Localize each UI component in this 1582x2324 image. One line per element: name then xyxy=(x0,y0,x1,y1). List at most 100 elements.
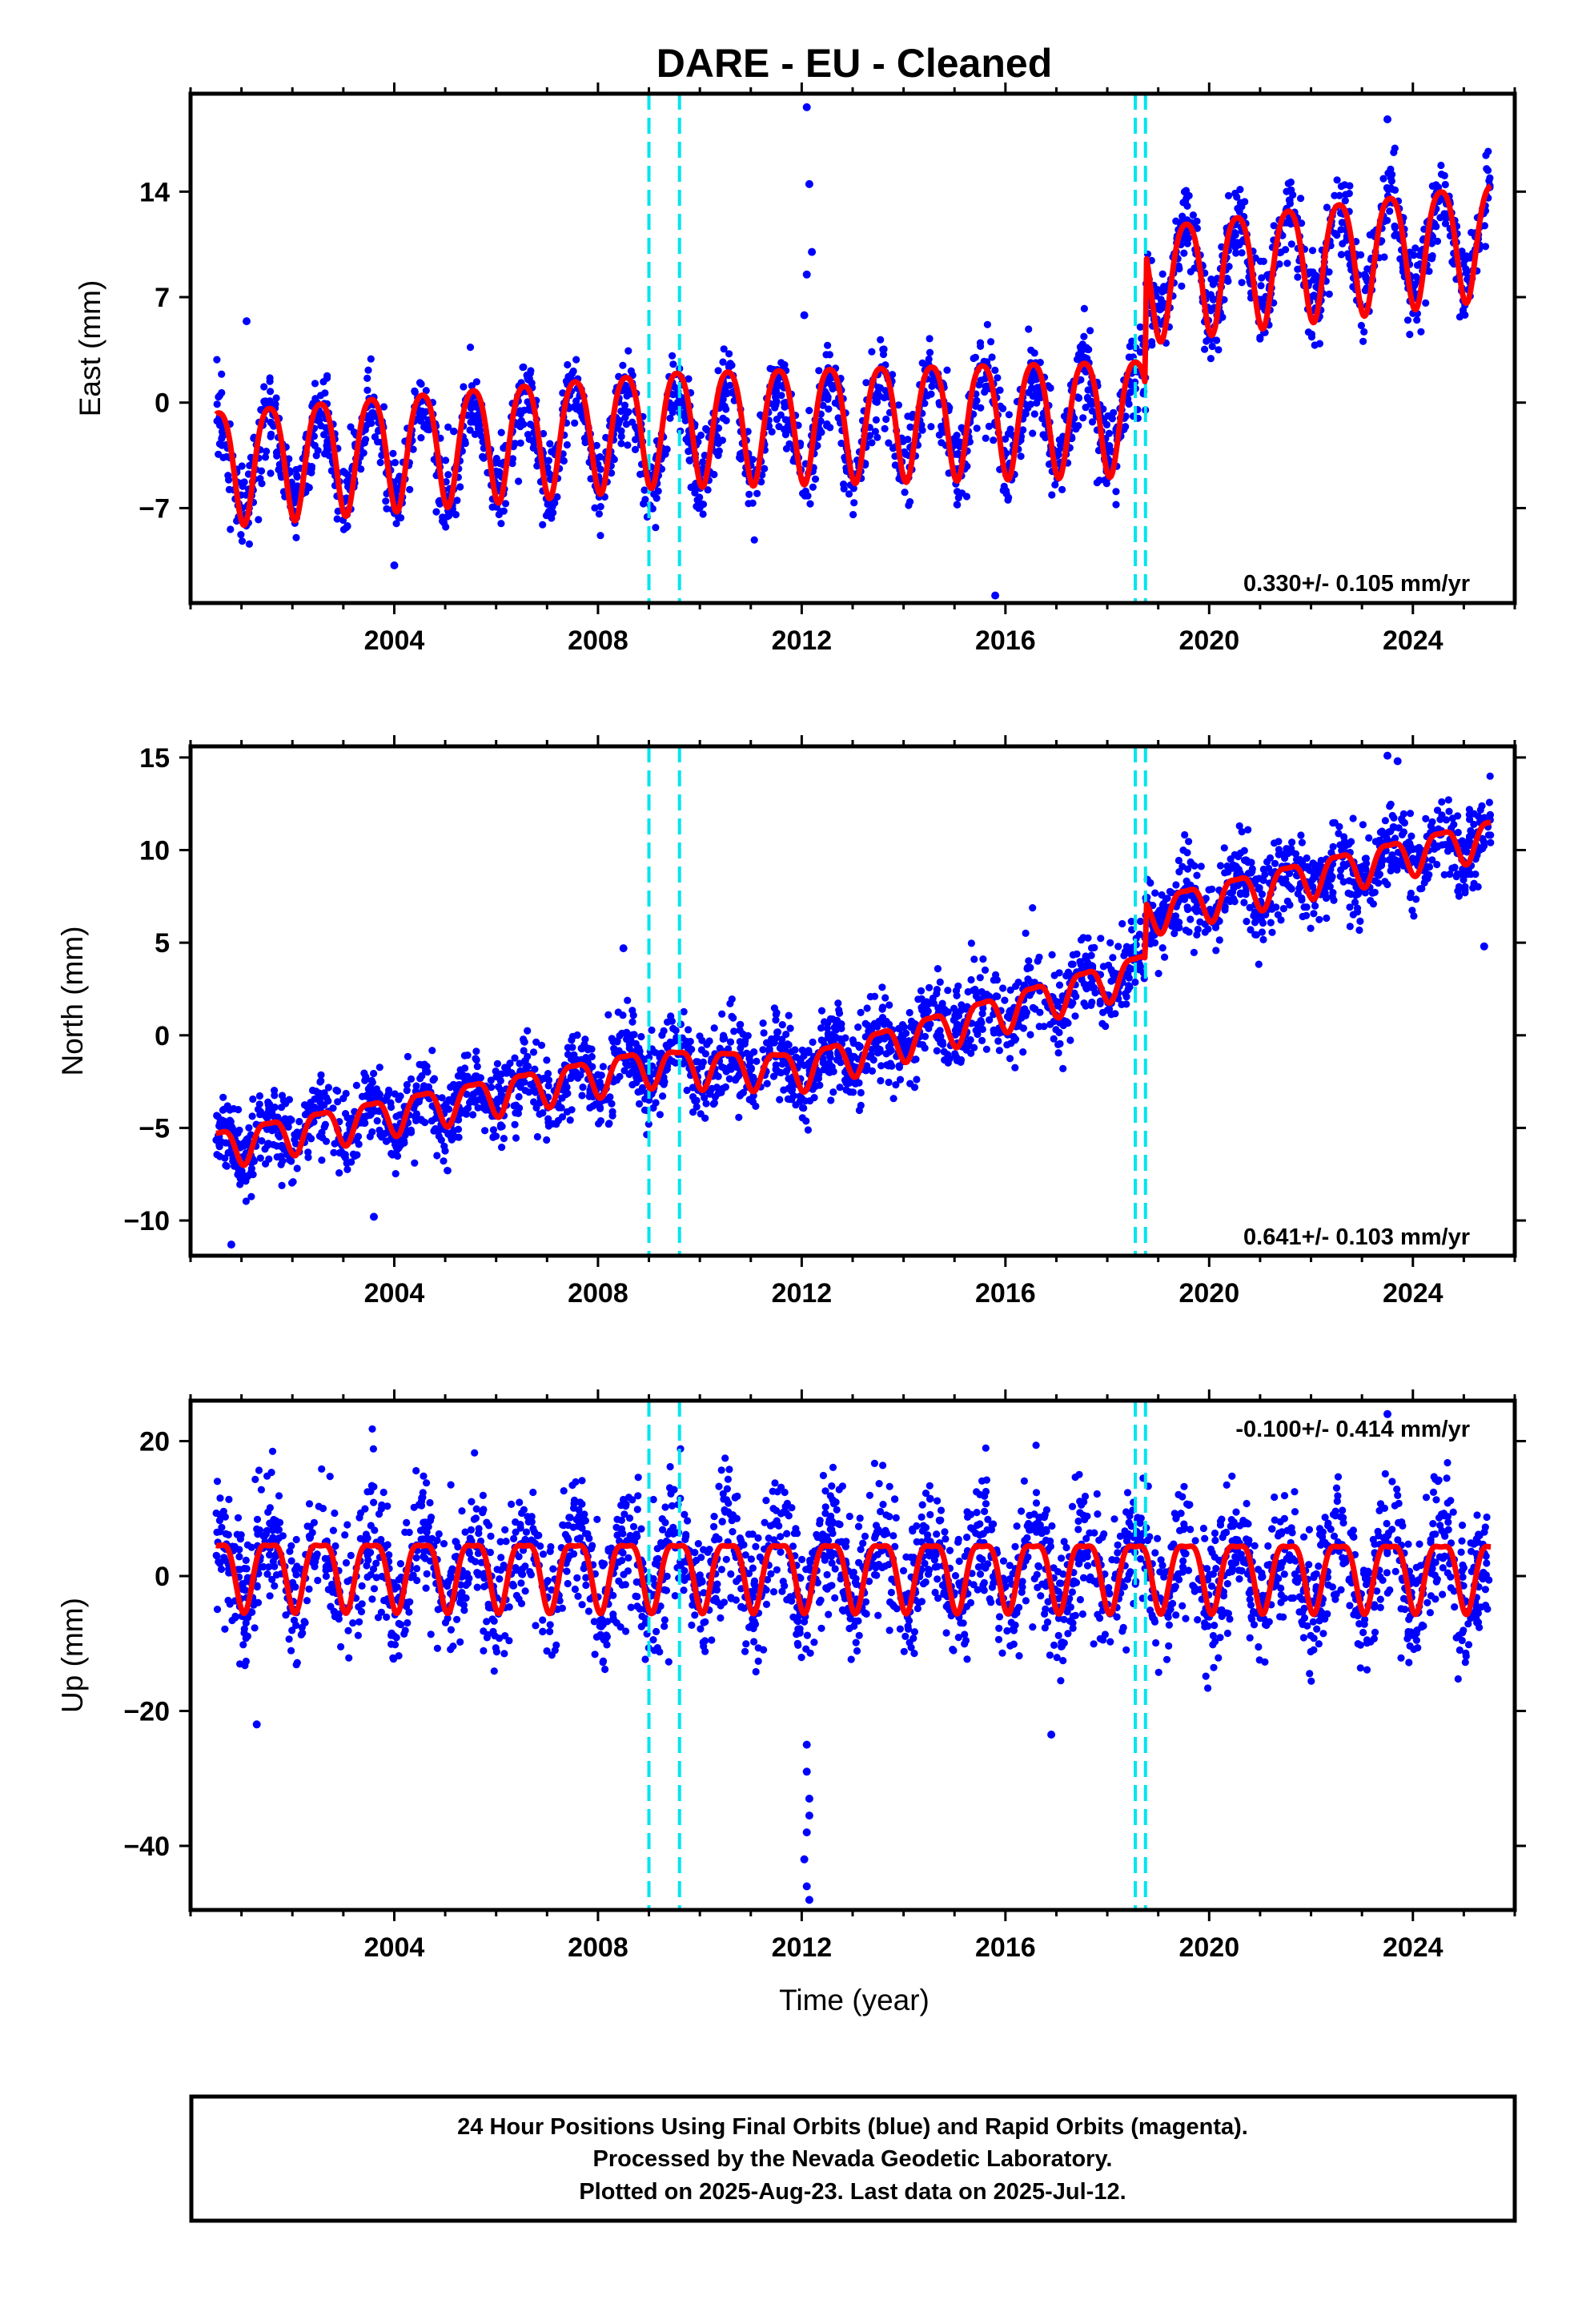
east-point xyxy=(1224,191,1233,199)
north-point xyxy=(1438,841,1446,849)
north-point xyxy=(1286,901,1294,909)
north-point xyxy=(501,1063,509,1072)
east-point xyxy=(710,470,718,479)
north-point xyxy=(1251,876,1259,884)
north-point xyxy=(846,1088,854,1096)
east-point xyxy=(619,361,627,369)
east-point xyxy=(517,416,525,425)
north-point xyxy=(759,1019,767,1027)
north-point xyxy=(544,1122,553,1130)
east-point xyxy=(906,423,914,431)
north-point xyxy=(703,1040,711,1048)
east-point xyxy=(1032,388,1040,396)
east-outlier-point xyxy=(800,311,809,320)
north-point xyxy=(907,1023,915,1031)
north-point xyxy=(686,1037,694,1046)
east-point xyxy=(213,400,221,408)
east-point xyxy=(840,485,848,493)
north-point xyxy=(339,1095,347,1103)
north-point xyxy=(316,1078,324,1086)
north-point xyxy=(355,1140,363,1148)
north-point xyxy=(1428,818,1436,826)
north-point xyxy=(566,1116,574,1124)
north-point xyxy=(1307,924,1315,932)
north-point xyxy=(877,1076,885,1085)
north-point xyxy=(1444,796,1452,804)
east-outlier-point xyxy=(802,270,811,279)
north-point xyxy=(802,1117,810,1125)
north-point xyxy=(265,1155,273,1163)
north-point xyxy=(719,1084,727,1092)
east-model-line xyxy=(214,183,1493,529)
east-point xyxy=(267,469,275,477)
east-point xyxy=(1080,304,1088,312)
east-point xyxy=(255,516,263,524)
east-point xyxy=(497,520,505,528)
north-point xyxy=(1300,903,1308,911)
north-point xyxy=(247,1192,255,1200)
north-point xyxy=(743,1049,751,1057)
east-point xyxy=(1311,341,1319,349)
north-point xyxy=(1019,1024,1027,1032)
east-point xyxy=(1076,343,1084,351)
north-point xyxy=(685,1044,693,1052)
east-point xyxy=(1026,400,1034,408)
east-point xyxy=(1017,452,1025,460)
north-point xyxy=(616,1031,624,1039)
north-point xyxy=(428,1047,436,1055)
east-point xyxy=(1207,275,1215,283)
north-point xyxy=(366,1132,374,1140)
north-point xyxy=(628,1018,636,1026)
north-point xyxy=(529,1048,538,1056)
east-point xyxy=(1337,183,1345,191)
north-point xyxy=(533,1132,542,1141)
east-point xyxy=(363,374,371,382)
east-point xyxy=(617,427,625,435)
east-point xyxy=(496,468,504,476)
east-point xyxy=(1033,399,1041,407)
east-point xyxy=(719,358,727,366)
east-point xyxy=(773,397,781,405)
east-point xyxy=(363,386,371,394)
north-point xyxy=(1193,871,1201,879)
north-point xyxy=(445,1096,453,1104)
north-point xyxy=(1381,817,1389,825)
east-point xyxy=(801,487,809,496)
east-x-tick-label: 2008 xyxy=(568,625,628,656)
north-point xyxy=(293,1164,301,1172)
north-point xyxy=(295,1117,303,1126)
east-point xyxy=(1387,185,1395,193)
north-point xyxy=(331,1140,339,1148)
north-point xyxy=(608,1112,616,1120)
east-point xyxy=(311,380,319,388)
east-outlier-point xyxy=(808,247,817,256)
east-point xyxy=(323,372,331,380)
east-point xyxy=(420,423,428,431)
east-point xyxy=(260,383,268,391)
north-point xyxy=(669,1057,677,1065)
east-observation-points xyxy=(213,103,1494,600)
north-point xyxy=(759,1046,767,1054)
east-point xyxy=(1387,177,1395,185)
north-point xyxy=(1367,897,1375,905)
east-point xyxy=(238,462,246,470)
east-point xyxy=(927,423,935,431)
north-point xyxy=(829,1088,837,1096)
east-point xyxy=(1297,195,1305,203)
north-point xyxy=(835,1009,844,1017)
north-point xyxy=(1191,862,1199,870)
east-point xyxy=(1126,342,1134,351)
north-point xyxy=(635,1100,644,1108)
east-point xyxy=(218,370,226,378)
north-point xyxy=(1161,953,1169,961)
east-point xyxy=(291,488,299,497)
east-point xyxy=(292,533,300,542)
north-point xyxy=(683,1086,691,1095)
east-point xyxy=(1102,420,1111,429)
north-point xyxy=(1448,814,1456,822)
east-point xyxy=(1215,346,1223,354)
north-point xyxy=(1388,811,1396,820)
east-point xyxy=(1234,204,1242,212)
east-point xyxy=(1287,178,1295,187)
north-point xyxy=(254,1105,263,1113)
